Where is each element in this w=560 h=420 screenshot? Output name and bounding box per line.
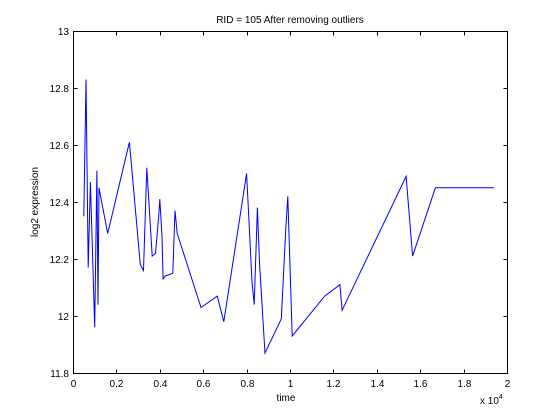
x-tick-label: 1.6: [414, 379, 428, 390]
x-tick-label: 0.8: [241, 379, 255, 390]
y-tick-label: 12.6: [50, 141, 70, 152]
x-axis-multiplier: x 104: [480, 394, 503, 407]
series-line: [83, 79, 494, 356]
x-axis: 0 0.2 0.4 0.6 0.8 1 1.2 1.4 1.6 1.8 2: [71, 31, 511, 390]
x-axis-multiplier-base: x 10: [480, 396, 499, 407]
plot-area: [73, 31, 507, 373]
x-axis-multiplier-exponent: 4: [499, 394, 503, 401]
x-tick-label: 0.6: [197, 379, 211, 390]
x-tick-label: 0: [71, 379, 77, 390]
x-tick-label: 1.4: [371, 379, 385, 390]
x-tick-label: 2: [505, 379, 511, 390]
x-tick-label: 0.4: [154, 379, 168, 390]
x-axis-label: time: [277, 393, 296, 404]
x-tick-label: 1: [288, 379, 294, 390]
x-tick-label: 0.2: [110, 379, 124, 390]
y-tick-label: 12: [58, 312, 70, 323]
y-tick-label: 12.8: [50, 84, 70, 95]
chart-title: RID = 105 After removing outliers: [216, 15, 364, 26]
y-tick-label: 11.8: [50, 369, 69, 380]
y-tick-label: 12.2: [50, 255, 70, 266]
x-tick-label: 1.2: [327, 379, 341, 390]
x-tick-label: 1.8: [458, 379, 472, 390]
y-axis: 11.8 12 12.2 12.4 12.6 12.8 13: [50, 27, 508, 380]
y-tick-label: 13: [58, 27, 70, 38]
y-axis-label: log2 expression: [30, 167, 41, 237]
y-tick-label: 12.4: [50, 198, 70, 209]
